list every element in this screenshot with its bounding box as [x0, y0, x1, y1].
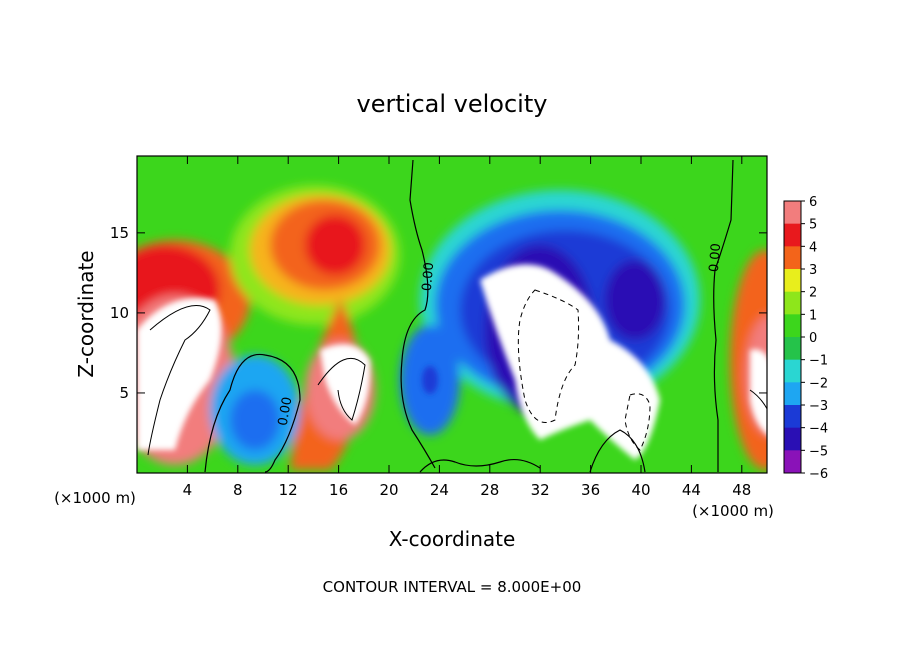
contour-label: 0.00 [276, 396, 296, 427]
colorbar-swatch [784, 314, 801, 338]
x-unit-left: (×1000 m) [54, 489, 136, 507]
colorbar-label: 5 [809, 218, 817, 233]
colorbar-label: −5 [809, 444, 828, 459]
colorbar-swatch [784, 405, 801, 429]
colorbar-swatch [784, 201, 801, 225]
x-tick-label: 20 [379, 481, 398, 499]
y-axis-label: Z-coordinate [74, 250, 98, 377]
y-tick-label: 5 [119, 384, 129, 402]
colorbar-label: 0 [809, 331, 817, 346]
colorbar-swatch [784, 427, 801, 451]
x-tick-label: 8 [233, 481, 243, 499]
x-axis: 4 8 12 16 20 24 28 32 36 40 44 48 [183, 156, 751, 499]
plot-frame [136, 155, 768, 474]
colorbar-swatch [784, 382, 801, 406]
heatmap-field: 0.00 0.00 0.00 [137, 156, 767, 473]
x-axis-label: X-coordinate [389, 527, 516, 551]
colorbar-label: 6 [809, 195, 817, 210]
colorbar-label: 1 [809, 308, 817, 323]
y-axis: 5 10 15 [110, 224, 767, 402]
y-tick-label: 15 [110, 224, 129, 242]
x-tick-label: 48 [732, 481, 751, 499]
x-tick-label: 36 [581, 481, 600, 499]
colorbar-label: 3 [809, 263, 817, 278]
thin-contours [147, 305, 767, 456]
colorbar-label: −6 [809, 467, 828, 482]
colorbar-label: −3 [809, 399, 828, 414]
colorbar-swatch [784, 246, 801, 270]
colorbar-swatch [784, 223, 801, 247]
colorbar: 6 5 4 3 2 1 0 −1 −2 −3 −4 −5 −6 [783, 195, 828, 482]
x-tick-label: 12 [279, 481, 298, 499]
colorbar-swatch [784, 359, 801, 383]
colorbar-label: 2 [809, 286, 817, 301]
x-tick-label: 40 [631, 481, 650, 499]
x-tick-label: 16 [329, 481, 348, 499]
colorbar-swatch [784, 337, 801, 361]
x-tick-label: 32 [531, 481, 550, 499]
y-tick-label: 10 [110, 304, 129, 322]
contour-label: 0.00 [420, 262, 437, 292]
footer-contour-interval: CONTOUR INTERVAL = 8.000E+00 [323, 578, 582, 596]
x-unit-right: (×1000 m) [692, 502, 774, 520]
colorbar-swatch [784, 269, 801, 293]
x-tick-label: 24 [430, 481, 449, 499]
colorbar-label: −1 [809, 354, 828, 369]
colorbar-label: −4 [809, 422, 828, 437]
colorbar-label: 4 [809, 240, 817, 255]
chart-title: vertical velocity [357, 90, 548, 118]
contour-label: 0.00 [707, 243, 724, 273]
x-tick-label: 28 [480, 481, 499, 499]
zero-contours [204, 159, 734, 473]
x-tick-label: 4 [183, 481, 193, 499]
colorbar-label: −2 [809, 376, 828, 391]
colorbar-swatch [784, 291, 801, 315]
negative-contours [517, 289, 651, 451]
x-tick-label: 44 [682, 481, 701, 499]
colorbar-swatch [784, 450, 801, 474]
